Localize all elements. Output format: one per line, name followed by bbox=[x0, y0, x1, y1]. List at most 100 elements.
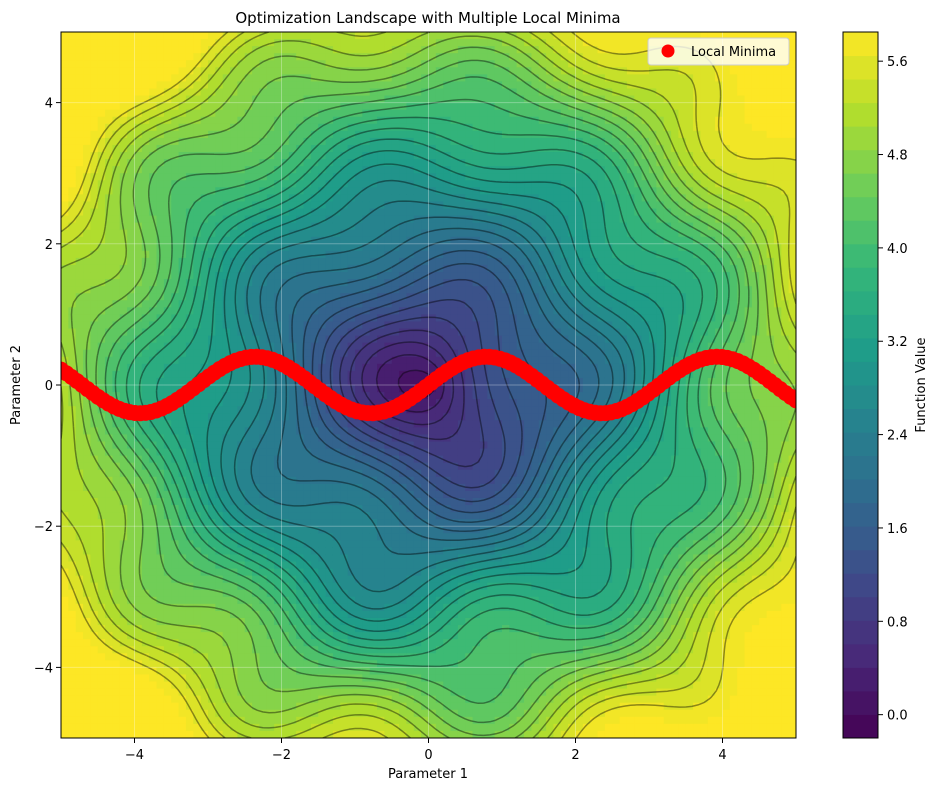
heatmap-cell bbox=[399, 53, 408, 61]
heatmap-cell bbox=[406, 264, 415, 273]
heatmap-cell bbox=[178, 490, 187, 499]
heatmap-cell bbox=[303, 547, 312, 556]
heatmap-cell bbox=[266, 632, 275, 640]
heatmap-cell bbox=[340, 723, 349, 732]
heatmap-cell bbox=[156, 279, 165, 287]
heatmap-cell bbox=[171, 526, 180, 534]
heatmap-cell bbox=[340, 236, 349, 245]
heatmap-cell bbox=[171, 681, 180, 690]
heatmap-cell bbox=[281, 300, 290, 308]
heatmap-cell bbox=[119, 144, 128, 153]
heatmap-cell bbox=[384, 81, 393, 90]
heatmap-cell bbox=[105, 434, 114, 443]
heatmap-cell bbox=[237, 533, 246, 541]
heatmap-cell bbox=[112, 427, 121, 436]
heatmap-cell bbox=[391, 116, 400, 125]
heatmap-cell bbox=[296, 547, 305, 556]
heatmap-cell bbox=[105, 385, 114, 393]
heatmap-cell bbox=[310, 88, 319, 97]
heatmap-cell bbox=[391, 123, 400, 132]
heatmap-cell bbox=[303, 512, 312, 520]
heatmap-cell bbox=[112, 102, 121, 111]
heatmap-cell bbox=[97, 349, 106, 358]
heatmap-cell bbox=[355, 236, 363, 245]
heatmap-cell bbox=[303, 723, 312, 732]
heatmap-cell bbox=[325, 166, 334, 174]
heatmap-cell bbox=[347, 462, 356, 471]
heatmap-cell bbox=[112, 180, 121, 188]
heatmap-cell bbox=[274, 434, 283, 443]
heatmap-cell bbox=[259, 406, 268, 414]
heatmap-cell bbox=[369, 229, 378, 238]
heatmap-cell bbox=[105, 116, 114, 125]
heatmap-cell bbox=[127, 702, 136, 711]
heatmap-cell bbox=[178, 554, 187, 563]
heatmap-cell bbox=[119, 81, 128, 90]
heatmap-cell bbox=[355, 286, 363, 294]
heatmap-cell bbox=[399, 342, 408, 351]
heatmap-cell bbox=[208, 568, 216, 577]
heatmap-cell bbox=[369, 272, 378, 280]
heatmap-cell bbox=[193, 201, 202, 210]
heatmap-cell bbox=[244, 653, 253, 661]
heatmap-cell bbox=[156, 490, 165, 499]
heatmap-cell bbox=[347, 370, 356, 379]
heatmap-cell bbox=[134, 250, 143, 259]
heatmap-cell bbox=[369, 730, 378, 738]
heatmap-cell bbox=[384, 660, 393, 668]
heatmap-cell bbox=[252, 300, 261, 308]
heatmap-cell bbox=[377, 441, 385, 450]
heatmap-cell bbox=[83, 582, 91, 591]
heatmap-cell bbox=[413, 526, 422, 534]
heatmap-cell bbox=[156, 370, 165, 379]
heatmap-cell bbox=[259, 462, 268, 471]
heatmap-cell bbox=[75, 152, 84, 160]
heatmap-cell bbox=[127, 243, 136, 252]
heatmap-cell bbox=[274, 462, 283, 471]
heatmap-cell bbox=[105, 526, 114, 534]
heatmap-cell bbox=[90, 427, 99, 436]
heatmap-cell bbox=[185, 568, 194, 577]
heatmap-cell bbox=[193, 540, 202, 548]
heatmap-cell bbox=[310, 335, 319, 344]
heatmap-cell bbox=[406, 434, 415, 443]
heatmap-cell bbox=[230, 152, 238, 160]
heatmap-cell bbox=[421, 215, 430, 224]
heatmap-cell bbox=[149, 321, 158, 330]
heatmap-cell bbox=[149, 187, 158, 195]
heatmap-cell bbox=[252, 39, 261, 47]
heatmap-cell bbox=[237, 392, 246, 400]
heatmap-cell bbox=[288, 716, 297, 725]
heatmap-cell bbox=[369, 95, 378, 104]
heatmap-cell bbox=[244, 67, 253, 75]
heatmap-cell bbox=[281, 215, 290, 224]
heatmap-cell bbox=[310, 653, 319, 661]
heatmap-cell bbox=[406, 575, 415, 584]
heatmap-cell bbox=[193, 321, 202, 330]
heatmap-cell bbox=[127, 730, 136, 738]
heatmap-cell bbox=[193, 342, 202, 351]
heatmap-cell bbox=[303, 681, 312, 690]
heatmap-cell bbox=[288, 236, 297, 245]
heatmap-cell bbox=[318, 328, 327, 337]
heatmap-cell bbox=[355, 130, 363, 139]
heatmap-cell bbox=[90, 688, 99, 697]
heatmap-cell bbox=[156, 60, 165, 68]
heatmap-cell bbox=[244, 264, 253, 273]
heatmap-cell bbox=[355, 250, 363, 259]
heatmap-cell bbox=[318, 448, 327, 457]
heatmap-cell bbox=[90, 625, 99, 633]
heatmap-cell bbox=[391, 264, 400, 273]
heatmap-cell bbox=[259, 159, 268, 167]
heatmap-cell bbox=[391, 222, 400, 231]
heatmap-cell bbox=[178, 723, 187, 732]
heatmap-cell bbox=[230, 632, 238, 640]
heatmap-cell bbox=[406, 257, 415, 266]
heatmap-cell bbox=[90, 116, 99, 125]
heatmap-cell bbox=[149, 39, 158, 47]
heatmap-cell bbox=[68, 632, 77, 640]
heatmap-cell bbox=[185, 632, 194, 640]
heatmap-cell bbox=[413, 667, 422, 676]
heatmap-cell bbox=[215, 427, 224, 436]
heatmap-cell bbox=[355, 314, 363, 323]
